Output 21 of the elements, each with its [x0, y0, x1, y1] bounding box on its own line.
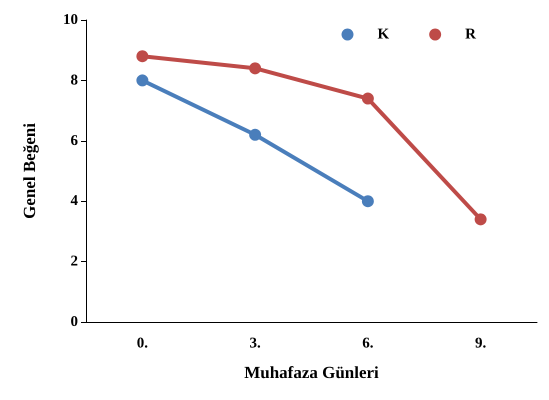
- y-tick-label: 2: [70, 254, 78, 270]
- legend-label: K: [378, 26, 390, 42]
- point: [136, 50, 148, 62]
- point: [362, 195, 374, 208]
- y-tick-label: 0: [70, 314, 78, 330]
- x-tick-label: 6.: [362, 336, 374, 352]
- point: [136, 74, 148, 86]
- x-tick-label: 3.: [250, 336, 261, 352]
- x-axis-title: Muhafaza Günleri: [244, 363, 380, 382]
- y-tick-label: 6: [70, 132, 78, 149]
- point: [362, 92, 374, 105]
- point: [474, 213, 487, 226]
- y-tick-label: 4: [70, 193, 78, 210]
- x-tick-label: 0.: [136, 336, 148, 352]
- point: [249, 128, 262, 141]
- x-tick-label: 9.: [475, 336, 486, 352]
- y-tick-label: 8: [70, 72, 78, 88]
- y-axis-title: Genel Beğeni: [20, 122, 39, 219]
- y-tick-label: 10: [63, 12, 78, 28]
- legend-label: R: [465, 26, 476, 42]
- point: [249, 62, 262, 74]
